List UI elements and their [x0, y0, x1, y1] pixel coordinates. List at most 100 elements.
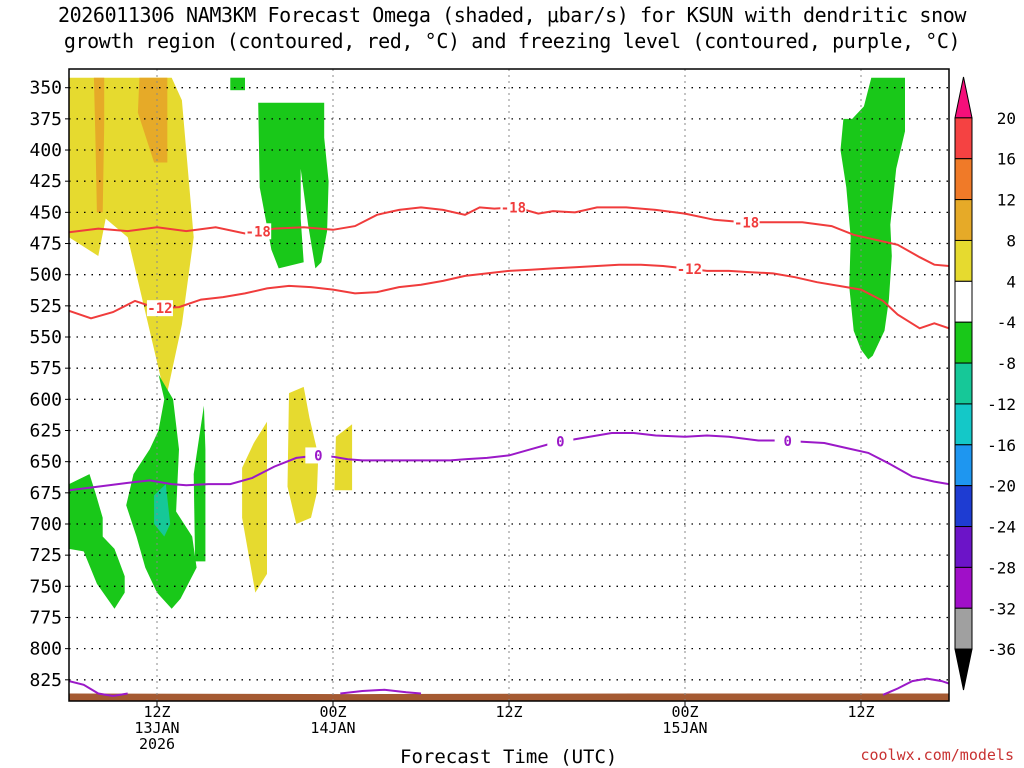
colorbar-label: 8	[1006, 231, 1016, 250]
isotherm-label: 0	[314, 448, 322, 464]
y-tick-label: 825	[29, 670, 62, 691]
isotherm-label-bg	[676, 260, 703, 277]
isotherm-line-3	[69, 680, 128, 698]
omega-region-12	[154, 484, 171, 537]
plot-border	[68, 68, 950, 702]
isotherm-label-bg	[547, 433, 574, 450]
isotherm-label: -12	[677, 262, 702, 278]
colorbar: 20 16 12 8 4 -4 -8 -12 -16 -20 -24 -28 -32 -36	[954, 76, 1016, 691]
y-tick-label: 475	[29, 234, 62, 255]
omega-region-6	[230, 77, 245, 91]
colorbar-swatch	[954, 158, 973, 201]
colorbar-label: -8	[997, 354, 1016, 373]
watermark-text: coolwx.com/models	[860, 746, 1014, 764]
terrain-layer	[69, 693, 949, 701]
y-tick-label: 525	[29, 296, 62, 317]
colorbar-label: -4	[997, 313, 1016, 332]
x-tick-label: 12Z	[847, 703, 874, 721]
isotherm-line-1	[69, 263, 949, 330]
colorbar-label: -28	[987, 558, 1016, 577]
chart-title-line1: 2026011306 NAM3KM Forecast Omega (shaded…	[58, 3, 966, 27]
isotherm-line-4	[340, 688, 422, 695]
colorbar-label: -12	[987, 395, 1016, 414]
colorbar-label: 16	[997, 150, 1016, 169]
isotherm-label-bg	[305, 447, 332, 464]
x-axis-title: Forecast Time (UTC)	[400, 746, 618, 768]
omega-region-3	[242, 421, 267, 593]
x-tick-label: 12Z	[495, 703, 522, 721]
x-tick-label: 12Z	[143, 703, 170, 721]
isotherm-line-2	[69, 432, 949, 492]
colorbar-swatch	[954, 280, 973, 323]
colorbar-swatch	[954, 566, 973, 609]
y-tick-label: 675	[29, 483, 62, 504]
y-tick-label: 575	[29, 358, 62, 379]
terrain-fill	[69, 693, 949, 701]
colorbar-swatch	[954, 199, 973, 241]
y-tick-label: 775	[29, 607, 62, 628]
colorbar-swatch	[954, 444, 973, 487]
omega-region-5	[334, 424, 353, 491]
colorbar-cap-top	[954, 76, 973, 119]
isotherm-label-bg	[774, 432, 801, 449]
x-tick-label: 15JAN	[662, 719, 707, 737]
omega-shading-layer	[69, 77, 905, 609]
omega-region-10	[193, 405, 206, 562]
colorbar-label: 4	[1006, 272, 1016, 291]
colorbar-label: -16	[987, 436, 1016, 455]
y-tick-label: 600	[29, 389, 62, 410]
isotherm-label: -18	[734, 215, 759, 231]
y-tick-label: 725	[29, 545, 62, 566]
x-tick-label: 2026	[139, 735, 175, 753]
omega-region-0	[69, 77, 194, 400]
colorbar-swatch	[954, 117, 973, 160]
y-axis: 350 375 400 425 450 475 500 525 550 575 600 625 650 6…	[29, 78, 69, 691]
isotherm-label-bg	[245, 223, 272, 240]
y-tick-label: 400	[29, 140, 62, 161]
y-tick-label: 800	[29, 639, 62, 660]
plot-frame	[68, 68, 950, 702]
chart-title: 2026011306 NAM3KM Forecast Omega (shaded…	[0, 2, 1024, 54]
isotherm-label: -18	[246, 224, 271, 240]
chart-title-line2: growth region (contoured, red, °C) and f…	[63, 29, 961, 53]
colorbar-swatch	[954, 485, 973, 528]
y-tick-label: 750	[29, 576, 62, 597]
isotherm-label: 0	[556, 435, 564, 451]
y-tick-label: 550	[29, 327, 62, 348]
colorbar-label: -24	[987, 518, 1016, 537]
isotherm-label: -12	[147, 301, 172, 317]
omega-region-8	[69, 474, 125, 609]
isotherm-label: -18	[501, 201, 526, 217]
colorbar-label: 12	[997, 191, 1016, 210]
omega-region-7	[258, 102, 329, 269]
colorbar-swatch	[954, 321, 973, 364]
y-tick-label: 650	[29, 452, 62, 473]
y-tick-label: 375	[29, 109, 62, 130]
colorbar-swatch	[954, 526, 973, 568]
colorbar-swatch	[954, 362, 973, 405]
colorbar-swatch	[954, 239, 973, 282]
omega-region-11	[840, 77, 905, 360]
isotherm-label-bg	[500, 199, 527, 216]
grid-layer	[69, 69, 949, 701]
colorbar-label: 20	[997, 109, 1016, 128]
y-tick-label: 450	[29, 202, 62, 223]
omega-region-1	[93, 77, 105, 213]
x-tick-label: 00Z	[671, 703, 698, 721]
x-tick-label: 00Z	[319, 703, 346, 721]
isotherm-line-5	[882, 677, 949, 696]
x-tick-label: 13JAN	[134, 719, 179, 737]
isotherm-label: 0	[783, 434, 791, 450]
isotherm-layer: -18 -18 -18 -12 -12 0 0 0	[69, 199, 949, 698]
colorbar-swatch	[954, 607, 973, 650]
y-tick-label: 500	[29, 265, 62, 286]
colorbar-swatch	[954, 403, 973, 446]
omega-region-2	[137, 77, 168, 163]
x-tick-label: 14JAN	[310, 719, 355, 737]
y-tick-label: 350	[29, 78, 62, 99]
colorbar-label: -32	[987, 599, 1016, 618]
omega-region-4	[287, 386, 319, 524]
colorbar-label: -20	[987, 477, 1016, 496]
